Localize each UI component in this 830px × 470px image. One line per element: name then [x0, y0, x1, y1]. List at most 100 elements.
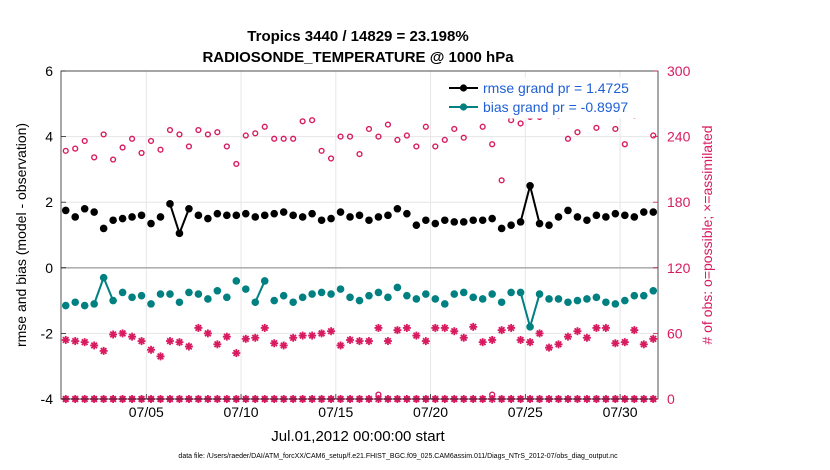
bias-point [279, 291, 288, 300]
bias-point [450, 290, 459, 298]
y-axis-right-label: # of obs: o=possible; ×=assimilated [699, 125, 715, 344]
asterisk-stroke [346, 336, 354, 344]
asterisk-stroke [138, 337, 146, 345]
bias-point [232, 277, 241, 285]
rmse-point [118, 214, 127, 223]
obs-assimilated-point [346, 335, 355, 344]
obs-possible-point [290, 135, 297, 142]
asterisk-stroke [403, 324, 411, 332]
obs-assimilated-point [327, 327, 336, 336]
asterisk-stroke [337, 341, 345, 349]
obs-possible-point [432, 143, 439, 150]
obs-assimilated-point [469, 322, 478, 331]
obs-assimilated-point [251, 333, 260, 342]
bias-point [621, 296, 629, 305]
bias-point [478, 295, 487, 303]
bias-segment [529, 293, 541, 328]
obs-possible-point [593, 124, 600, 131]
rmse-point [251, 213, 260, 221]
bias-point [204, 295, 212, 303]
asterisk-stroke [621, 338, 629, 346]
asterisk-stroke [261, 324, 269, 332]
y-right-tick-label: 240 [667, 129, 691, 145]
rmse-point [327, 214, 335, 223]
asterisk-stroke [573, 327, 581, 335]
asterisk-stroke [592, 324, 600, 332]
asterisk-stroke [393, 326, 401, 334]
bias-point [147, 300, 155, 308]
bias-segment [519, 292, 532, 328]
asterisk-stroke [185, 343, 193, 350]
rmse-point [412, 221, 421, 229]
bias-point [365, 291, 373, 300]
obs-possible-point [233, 160, 240, 168]
rmse-point [270, 209, 279, 218]
bias-point [649, 286, 658, 295]
x-tick-label: 07/05 [129, 404, 164, 420]
x-tick-label: 07/30 [603, 404, 638, 420]
rmse-point [526, 182, 534, 190]
rmse-point [649, 208, 658, 216]
bias-point [298, 293, 307, 302]
asterisk-stroke [194, 324, 202, 332]
obs-possible-point [119, 144, 126, 151]
obs-possible-point [261, 123, 268, 130]
asterisk-stroke [157, 352, 164, 360]
obs-possible-point [185, 143, 193, 150]
x-tick-label: 07/15 [318, 404, 353, 420]
bias-point [592, 293, 601, 302]
asterisk-stroke [640, 340, 648, 348]
obs-assimilated-point [402, 323, 411, 332]
obs-possible-point [280, 135, 287, 142]
rmse-point [384, 211, 392, 220]
obs-assimilated-point [298, 331, 307, 340]
y-left-tick-label: 0 [45, 260, 53, 276]
obs-assimilated-point [620, 338, 629, 347]
asterisk-stroke [318, 329, 326, 337]
x-tick-label: 07/20 [413, 404, 448, 420]
obs-assimilated-point [592, 323, 601, 332]
obs-possible-point [422, 123, 429, 130]
obs-possible-point [176, 131, 183, 138]
bias-point [497, 298, 506, 307]
bias-point [507, 288, 515, 297]
rmse-point [80, 204, 89, 213]
x-tick-label: 07/10 [224, 404, 259, 420]
bias-point [194, 290, 203, 298]
chart-title-line1: Tropics 3440 / 14829 = 23.198% [247, 28, 468, 45]
obs-assimilated-point [611, 339, 620, 348]
bias-point [639, 291, 648, 300]
bias-point [128, 293, 136, 302]
obs-possible-point [460, 134, 467, 141]
rmse-point [156, 213, 165, 221]
obs-possible-point [309, 117, 316, 124]
obs-possible-point [110, 156, 117, 163]
obs-assimilated-point [222, 332, 231, 341]
obs-possible-point [81, 137, 88, 145]
obs-assimilated-point [516, 335, 525, 344]
obs-assimilated-point [374, 323, 383, 332]
asterisk-stroke [356, 337, 363, 345]
obs-assimilated-point [488, 335, 497, 344]
bias-point [251, 298, 260, 307]
asterisk-stroke [412, 332, 420, 340]
obs-assimilated-point [61, 335, 70, 344]
rmse-point [137, 211, 146, 220]
obs-possible-point [195, 126, 202, 134]
footnote: data file: /Users/raeder/DAI/ATM_forcXX/… [178, 453, 618, 460]
asterisk-stroke [479, 338, 487, 346]
rmse-point [61, 206, 70, 215]
asterisk-stroke [71, 337, 79, 345]
obs-possible-point [403, 132, 410, 139]
y-right-tick-label: 60 [667, 325, 683, 341]
obs-possible-point [147, 137, 155, 145]
bias-point [317, 288, 326, 297]
obs-possible-point [517, 120, 524, 127]
rmse-point [336, 208, 345, 216]
obs-possible-point [479, 123, 486, 130]
asterisk-stroke [431, 324, 439, 332]
obs-assimilated-point [431, 323, 440, 332]
obs-possible-point [242, 132, 249, 139]
asterisk-stroke [251, 334, 259, 342]
rmse-point [545, 221, 553, 229]
